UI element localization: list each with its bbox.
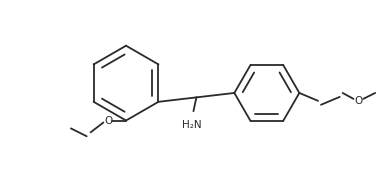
Text: H₂N: H₂N bbox=[182, 120, 201, 130]
Text: O: O bbox=[354, 96, 362, 106]
Text: O: O bbox=[104, 116, 112, 125]
